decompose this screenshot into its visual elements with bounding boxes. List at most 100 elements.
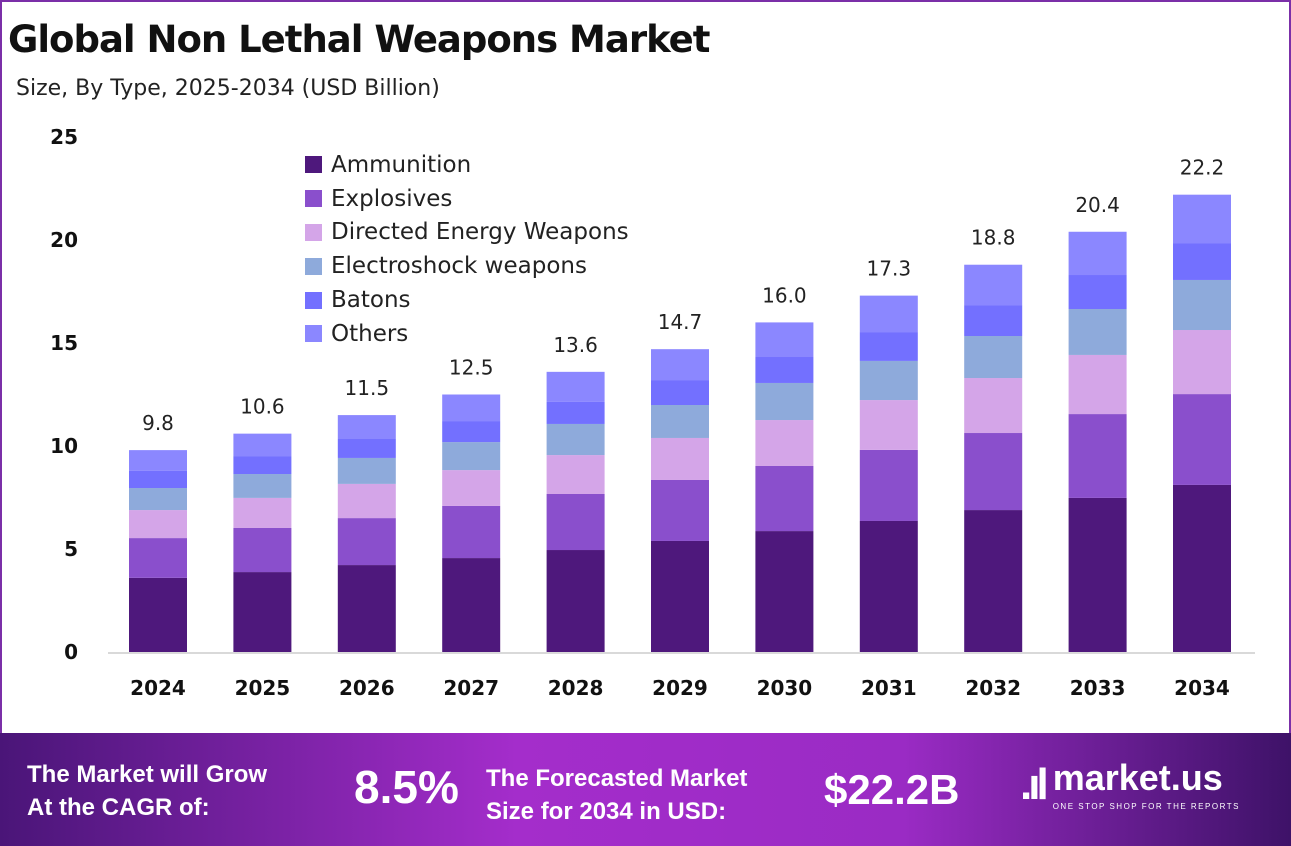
x-tick-label: 2031 (861, 676, 917, 700)
bar-segment-directed-energy-weapons (546, 455, 605, 494)
bar-segment-electroshock-weapons (1173, 279, 1231, 331)
legend-label: Batons (331, 287, 411, 314)
total-label: 11.5 (345, 376, 390, 400)
x-tick-label: 2034 (1174, 676, 1230, 700)
x-tick-label: 2029 (652, 676, 708, 700)
bar-segment-directed-energy-weapons (337, 483, 396, 519)
logo-mark-icon: .ıl (1020, 760, 1049, 809)
legend-label: Electroshock weapons (331, 253, 587, 280)
bar-segment-directed-energy-weapons (129, 510, 187, 539)
bar-segment-batons (1068, 275, 1127, 310)
bar-segment-batons (442, 421, 501, 443)
chart-subtitle: Size, By Type, 2025-2034 (USD Billion) (16, 76, 440, 101)
size-label: The Forecasted Market Size for 2034 in U… (486, 762, 747, 828)
bar-segment-explosives (442, 505, 501, 559)
bar-segment-explosives (964, 433, 1023, 511)
bar-segment-batons (129, 470, 187, 489)
bar-segment-others (651, 349, 709, 381)
logo-name: market.us (1052, 757, 1223, 798)
x-tick-label: 2025 (235, 676, 291, 700)
chart-title: Global Non Lethal Weapons Market (8, 18, 710, 61)
bar-segment-explosives (337, 518, 396, 566)
bar-segment-electroshock-weapons (755, 382, 814, 421)
bar-segment-ammunition (964, 510, 1023, 652)
legend: Ammunition Explosives Directed Energy Weap… (305, 148, 629, 351)
total-label: 17.3 (867, 257, 912, 281)
total-label: 9.8 (142, 411, 174, 435)
bar-segment-directed-energy-weapons (1068, 354, 1127, 415)
x-tick-label: 2030 (757, 676, 813, 700)
bar-segment-others (859, 295, 918, 333)
bar-segment-batons (859, 332, 918, 361)
x-tick-label: 2026 (339, 676, 395, 700)
size-value: $22.2B (824, 766, 960, 813)
bar-segment-ammunition (651, 540, 709, 652)
size-label-line2: Size for 2034 in USD: (486, 798, 727, 825)
legend-swatch (305, 190, 322, 208)
bar-segment-batons (1173, 243, 1231, 280)
logo-tagline: ONE STOP SHOP FOR THE REPORTS (1052, 802, 1240, 811)
bar-segment-ammunition (546, 550, 605, 652)
bar-segment-electroshock-weapons (233, 474, 292, 498)
y-tick-label: 20 (50, 228, 78, 252)
y-tick-label: 15 (50, 331, 78, 355)
cagr-value: 8.5% (354, 761, 459, 813)
total-label: 12.5 (449, 356, 494, 380)
legend-label: Ammunition (331, 151, 472, 178)
bar-segment-others (755, 322, 814, 358)
legend-item: Electroshock weapons (305, 249, 629, 283)
legend-swatch (305, 156, 322, 174)
size-label-line1: The Forecasted Market (486, 765, 748, 792)
legend-swatch (305, 223, 322, 241)
bar-segment-explosives (1068, 414, 1127, 498)
bar-segment-electroshock-weapons (651, 405, 709, 438)
bar-segment-explosives (651, 479, 709, 541)
total-label: 13.6 (553, 333, 598, 357)
total-label: 20.4 (1075, 193, 1120, 217)
bar-segment-others (546, 371, 605, 402)
bar-segment-ammunition (442, 558, 501, 652)
legend-swatch (305, 291, 322, 309)
legend-label: Others (331, 320, 409, 347)
bar-segment-ammunition (859, 520, 918, 652)
footer-banner: The Market will Grow At the CAGR of: 8.5… (0, 733, 1291, 846)
bar-segment-batons (755, 357, 814, 383)
bar-segment-directed-energy-weapons (1173, 330, 1231, 395)
bar-segment-directed-energy-weapons (442, 470, 501, 506)
bar-segment-batons (337, 438, 396, 458)
bar-segment-directed-energy-weapons (651, 437, 709, 480)
bar-segment-electroshock-weapons (442, 442, 501, 471)
bar-segment-directed-energy-weapons (233, 497, 292, 528)
legend-item: Explosives (305, 182, 629, 216)
bar-segment-others (1173, 194, 1231, 244)
cagr-label-line1: The Market will Grow (27, 761, 268, 788)
bar-segment-electroshock-weapons (546, 423, 605, 456)
total-label: 18.8 (971, 226, 1016, 250)
bar-segment-ammunition (1173, 484, 1231, 652)
bar-segment-directed-energy-weapons (964, 378, 1023, 434)
bar-segment-explosives (546, 493, 605, 551)
bar-segment-batons (546, 401, 605, 424)
bar-segment-batons (233, 456, 292, 475)
cagr-label-line2: At the CAGR of: (27, 794, 210, 821)
bar-segment-directed-energy-weapons (859, 400, 918, 450)
bar-segment-explosives (859, 449, 918, 521)
stacked-bar-chart: 05101520259.8202410.6202511.5202612.5202… (50, 125, 1255, 700)
bar-segment-directed-energy-weapons (755, 420, 814, 466)
total-label: 22.2 (1180, 156, 1225, 180)
legend-swatch (305, 325, 322, 343)
bar-segment-ammunition (233, 572, 292, 652)
x-tick-label: 2028 (548, 676, 604, 700)
bar-segment-explosives (233, 527, 292, 573)
y-tick-label: 0 (64, 640, 78, 664)
y-tick-label: 5 (64, 537, 78, 561)
bar-segment-electroshock-weapons (964, 335, 1023, 379)
legend-item: Batons (305, 283, 629, 317)
bar-segment-explosives (1173, 394, 1231, 485)
bar-segment-ammunition (1068, 497, 1127, 652)
bar-segment-electroshock-weapons (1068, 309, 1127, 355)
bar-segment-explosives (129, 538, 187, 578)
bar-segment-batons (964, 305, 1023, 336)
bar-segment-others (442, 394, 501, 422)
